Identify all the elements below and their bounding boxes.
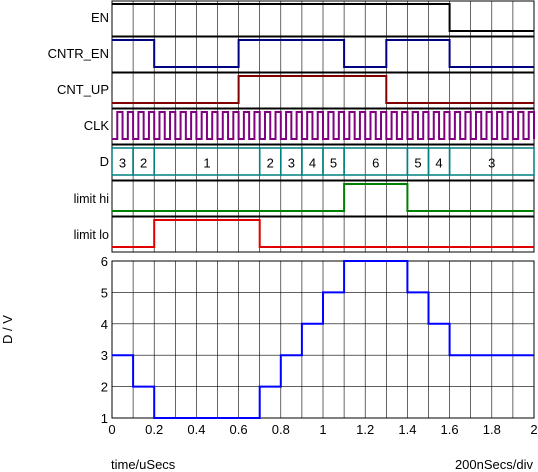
signal-trace [112, 219, 534, 248]
bus-value-label: 3 [288, 156, 295, 171]
x-tick-label: 0.8 [272, 422, 290, 437]
bus-value-label: 4 [435, 156, 442, 171]
series-line [112, 260, 534, 419]
bus-value-label: 3 [119, 156, 126, 171]
x-tick-label: 1.2 [356, 422, 374, 437]
bus-segment [448, 147, 535, 176]
y-tick-label: 3 [101, 348, 108, 363]
y-tick-label: 4 [101, 317, 108, 332]
lane-label: D [100, 154, 109, 169]
clock-trace [112, 111, 535, 140]
y-tick-label: 2 [101, 380, 108, 395]
x-tick-label: 0.4 [187, 422, 205, 437]
x-tick-label: 0.6 [230, 422, 248, 437]
y-tick-label: 1 [101, 411, 108, 426]
x-tick-label: 1.6 [441, 422, 459, 437]
bus-value-label: 2 [267, 156, 274, 171]
lane-cntr-en: CNTR_EN [48, 36, 535, 73]
signal-trace [112, 75, 534, 104]
x-tick-label: 0 [108, 422, 115, 437]
bus-value-label: 5 [330, 156, 337, 171]
lane-cnt-up: CNT_UP [57, 72, 535, 109]
y-tick-label: 5 [101, 285, 108, 300]
signal-trace [112, 39, 534, 68]
lane-label: EN [91, 10, 109, 25]
bus-value-label: 5 [414, 156, 421, 171]
x-tick-label: 1.8 [483, 422, 501, 437]
signal-trace [112, 183, 534, 212]
y-axis-label: D / V [0, 315, 15, 344]
lane-label: CLK [84, 118, 110, 133]
lane-label: CNTR_EN [48, 46, 109, 61]
analog-plot: 1 2 3 4 5 6 0 0.2 0.4 0.6 0.8 1 1.2 1.4 1.6 1.8 2 D / V [0, 254, 538, 437]
bus-value-label: 4 [309, 156, 316, 171]
y-tick-label: 6 [101, 254, 108, 269]
lane-limit-hi: limit hi [74, 180, 535, 217]
lane-en: EN [91, 0, 535, 37]
bus-value-label: 2 [140, 156, 147, 171]
x-tick-label: 2 [530, 422, 537, 437]
time-scale-label: 200nSecs/div [454, 457, 533, 472]
bus-value-label: 3 [488, 156, 495, 171]
lane-label: CNT_UP [57, 82, 109, 97]
lane-limit-lo: limit lo [74, 216, 535, 253]
bus-value-label: 6 [372, 156, 379, 171]
bus-value-label: 1 [203, 156, 210, 171]
signal-trace [112, 3, 534, 32]
x-tick-label: 0.2 [145, 422, 163, 437]
lane-label: limit hi [74, 192, 109, 206]
x-tick-label: 1 [319, 422, 326, 437]
lane-clk: CLK [84, 108, 535, 145]
lane-label: limit lo [74, 228, 109, 242]
x-tick-label: 1.4 [398, 422, 416, 437]
x-axis-label: time/uSecs [111, 457, 176, 472]
